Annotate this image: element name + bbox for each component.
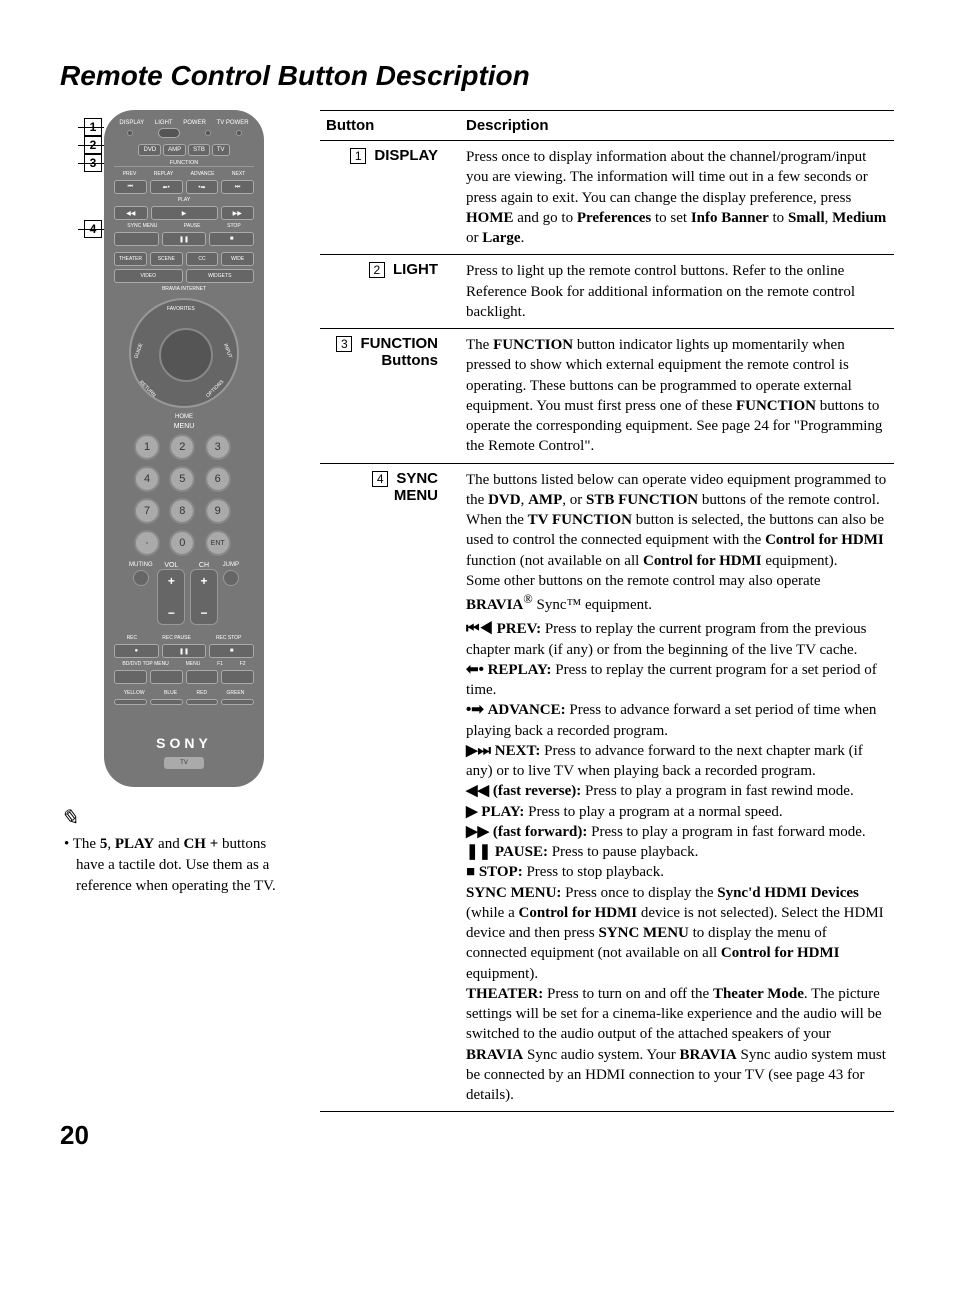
yellow-btn: [114, 699, 147, 705]
note-block: ✎ The 5, PLAY and CH + buttons have a ta…: [60, 803, 290, 897]
scene-btn: SCENE: [150, 252, 183, 266]
num-4: 4: [134, 466, 160, 492]
ff-btn: ▶▶: [221, 206, 255, 220]
num-1: 1: [134, 434, 160, 460]
cc-btn: CC: [186, 252, 219, 266]
light-btn: [158, 128, 180, 138]
func-amp: AMP: [163, 144, 186, 156]
display-btn: [127, 130, 133, 136]
f2-btn: [221, 670, 254, 684]
video-btn: VIDEO: [114, 269, 183, 283]
rec-btn: ●: [114, 644, 159, 658]
table-row: 1 DISPLAYPress once to display informati…: [320, 141, 894, 255]
advance-btn: •➡: [186, 180, 219, 194]
th-description: Description: [460, 111, 894, 141]
button-name-cell: 3 FUNCTIONButtons: [320, 329, 460, 464]
func-tv: TV: [212, 144, 230, 156]
arc-options: OPTIONS: [206, 379, 226, 399]
description-cell: Press once to display information about …: [460, 141, 894, 255]
bravia-label: BRAVIA INTERNET: [114, 286, 254, 292]
page-number: 20: [60, 1120, 894, 1151]
play-btn: ▶: [151, 206, 218, 220]
func-stb: STB: [188, 144, 210, 156]
power-btn: [205, 130, 211, 136]
red-btn: [186, 699, 219, 705]
blue-btn: [150, 699, 183, 705]
joystick: [159, 328, 213, 382]
col-green: GREEN: [227, 690, 245, 696]
col-yellow: YELLOW: [124, 690, 145, 696]
stop-btn: ■: [209, 232, 254, 246]
button-name-cell: 4 SYNCMENU: [320, 463, 460, 1112]
lbl-tvpower: TV POWER: [217, 120, 249, 126]
func-dvd: DVD: [138, 144, 161, 156]
green-btn: [221, 699, 254, 705]
numpad: 1 2 3 4 5 6 7 8 9 · 0 ENT: [134, 434, 234, 556]
ch-rocker: +−: [190, 569, 218, 625]
menu-label: MENU: [114, 423, 254, 430]
description-table: Button Description 1 DISPLAYPress once t…: [320, 110, 894, 1112]
col-red: RED: [197, 690, 208, 696]
jump-label: JUMP: [223, 562, 239, 568]
muting-btn: [133, 570, 149, 586]
table-row: 3 FUNCTIONButtonsThe FUNCTION button ind…: [320, 329, 894, 464]
num-dot: ·: [134, 530, 160, 556]
arc-input: INPUT: [222, 343, 233, 359]
note-icon: ✎: [60, 803, 290, 834]
remote-body: DISPLAY LIGHT POWER TV POWER DVD AMP STB…: [104, 110, 264, 787]
recpause-btn: ❚❚: [162, 644, 207, 658]
rew-btn: ◀◀: [114, 206, 148, 220]
next-btn: ⏭: [221, 180, 254, 194]
topmenu-btn: [114, 670, 147, 684]
num-6: 6: [205, 466, 231, 492]
num-5: 5: [169, 466, 195, 492]
replay-btn: ⬅•: [150, 180, 183, 194]
num-9: 9: [205, 498, 231, 524]
table-row: 4 SYNCMENUThe buttons listed below can o…: [320, 463, 894, 1112]
button-name-cell: 2 LIGHT: [320, 255, 460, 329]
function-label: FUNCTION: [114, 160, 254, 167]
description-cell: The FUNCTION button indicator lights up …: [460, 329, 894, 464]
remote-diagram: 1 2 3 4 DISPLAY LIGHT POWER TV POWER: [60, 110, 290, 787]
num-7: 7: [134, 498, 160, 524]
num-8: 8: [169, 498, 195, 524]
tv-label-pill: TV: [164, 757, 204, 769]
theater-btn: THEATER: [114, 252, 147, 266]
bdmenu-btn: [150, 670, 183, 684]
page-title: Remote Control Button Description: [60, 60, 894, 92]
wide-btn: WIDE: [221, 252, 254, 266]
tvpower-btn: [236, 130, 242, 136]
description-cell: The buttons listed below can operate vid…: [460, 463, 894, 1112]
col-blue: BLUE: [164, 690, 177, 696]
syncmenu-btn: [114, 232, 159, 246]
arc-favorites: FAVORITES: [167, 306, 195, 312]
arc-return: RETURN: [138, 380, 157, 399]
lbl-display: DISPLAY: [119, 120, 144, 126]
description-cell: Press to light up the remote control but…: [460, 255, 894, 329]
brand-logo: SONY: [114, 735, 254, 751]
table-row: 2 LIGHTPress to light up the remote cont…: [320, 255, 894, 329]
arc-guide: GUIDE: [133, 343, 144, 360]
muting-label: MUTING: [129, 562, 153, 568]
num-3: 3: [205, 434, 231, 460]
th-button: Button: [320, 111, 460, 141]
home-label: HOME: [114, 414, 254, 420]
vol-rocker: +−: [157, 569, 185, 625]
recstop-btn: ■: [209, 644, 254, 658]
lbl-power: POWER: [183, 120, 206, 126]
lbl-light: LIGHT: [155, 120, 173, 126]
button-name-cell: 1 DISPLAY: [320, 141, 460, 255]
vol-label: VOL: [157, 562, 185, 569]
widgets-btn: WIDGETS: [186, 269, 255, 283]
pause-btn: ❚❚: [162, 232, 207, 246]
num-2: 2: [169, 434, 195, 460]
num-0: 0: [169, 530, 195, 556]
ch-label: CH: [190, 562, 218, 569]
jump-btn: [223, 570, 239, 586]
prev-btn: ⏮: [114, 180, 147, 194]
f1-btn: [186, 670, 219, 684]
num-ent: ENT: [205, 530, 231, 556]
nav-pad: FAVORITES INPUT OPTIONS RETURN GUIDE: [129, 298, 239, 408]
note-text: The 5, PLAY and CH + buttons have a tact…: [64, 834, 290, 897]
